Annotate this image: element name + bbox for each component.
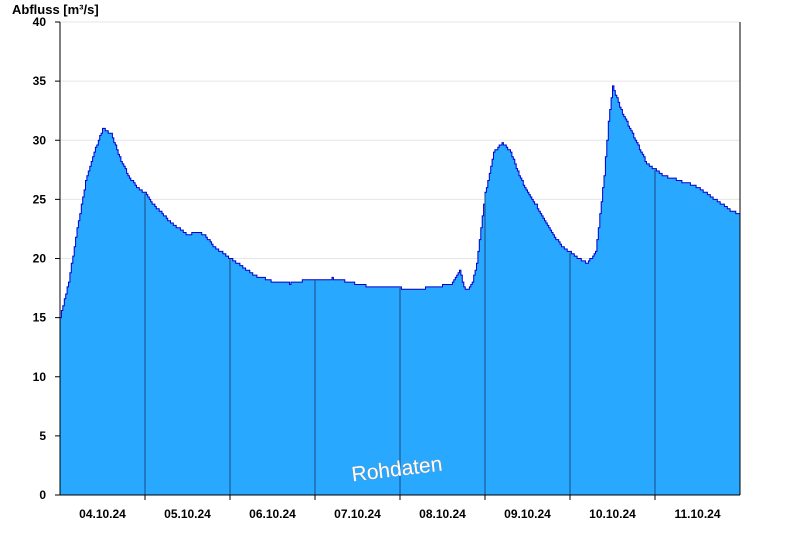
x-tick-label: 09.10.24 [504,507,551,521]
x-tick-label: 06.10.24 [249,507,296,521]
y-tick-label: 5 [39,429,46,443]
y-tick-label: 40 [33,15,47,29]
x-tick-labels: 04.10.24 05.10.24 06.10.24 07.10.24 08.10.24… [79,507,721,521]
y-tick-label: 25 [33,192,47,206]
x-tick-label: 04.10.24 [79,507,126,521]
x-tick-label: 10.10.24 [589,507,636,521]
x-tick-label: 07.10.24 [334,507,381,521]
y-tick-label: 15 [33,311,47,325]
y-tick-label: 0 [39,488,46,502]
y-tick-label: 10 [33,370,47,384]
discharge-line [60,85,740,319]
y-tick-labels: 0 5 10 15 20 25 30 35 40 [33,15,60,502]
y-tick-label: 35 [33,74,47,88]
y-tick-label: 30 [33,133,47,147]
y-axis-title: Abfluss [m³/s] [12,2,99,17]
y-tick-label: 20 [33,252,47,266]
x-tick-label: 08.10.24 [419,507,466,521]
x-tick-label: 11.10.24 [674,507,720,521]
x-tick-label: 05.10.24 [164,507,211,521]
day-separators [144,169,656,500]
